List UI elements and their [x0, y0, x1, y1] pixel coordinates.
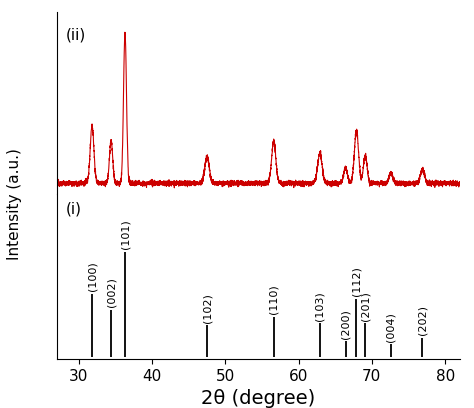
Text: Intensity (a.u.): Intensity (a.u.) [7, 148, 22, 260]
X-axis label: 2θ (degree): 2θ (degree) [201, 389, 316, 408]
Text: (100): (100) [87, 262, 97, 291]
Text: (110): (110) [269, 285, 279, 314]
Text: (201): (201) [360, 291, 370, 321]
Text: (ii): (ii) [66, 27, 86, 42]
Text: (200): (200) [340, 309, 350, 339]
Text: (202): (202) [418, 305, 428, 335]
Text: (102): (102) [202, 293, 212, 323]
Text: (103): (103) [315, 291, 325, 321]
Text: (004): (004) [386, 312, 396, 341]
Text: (101): (101) [120, 220, 130, 249]
Text: (002): (002) [106, 277, 116, 307]
Text: (i): (i) [66, 201, 82, 216]
Text: (112): (112) [352, 266, 362, 297]
